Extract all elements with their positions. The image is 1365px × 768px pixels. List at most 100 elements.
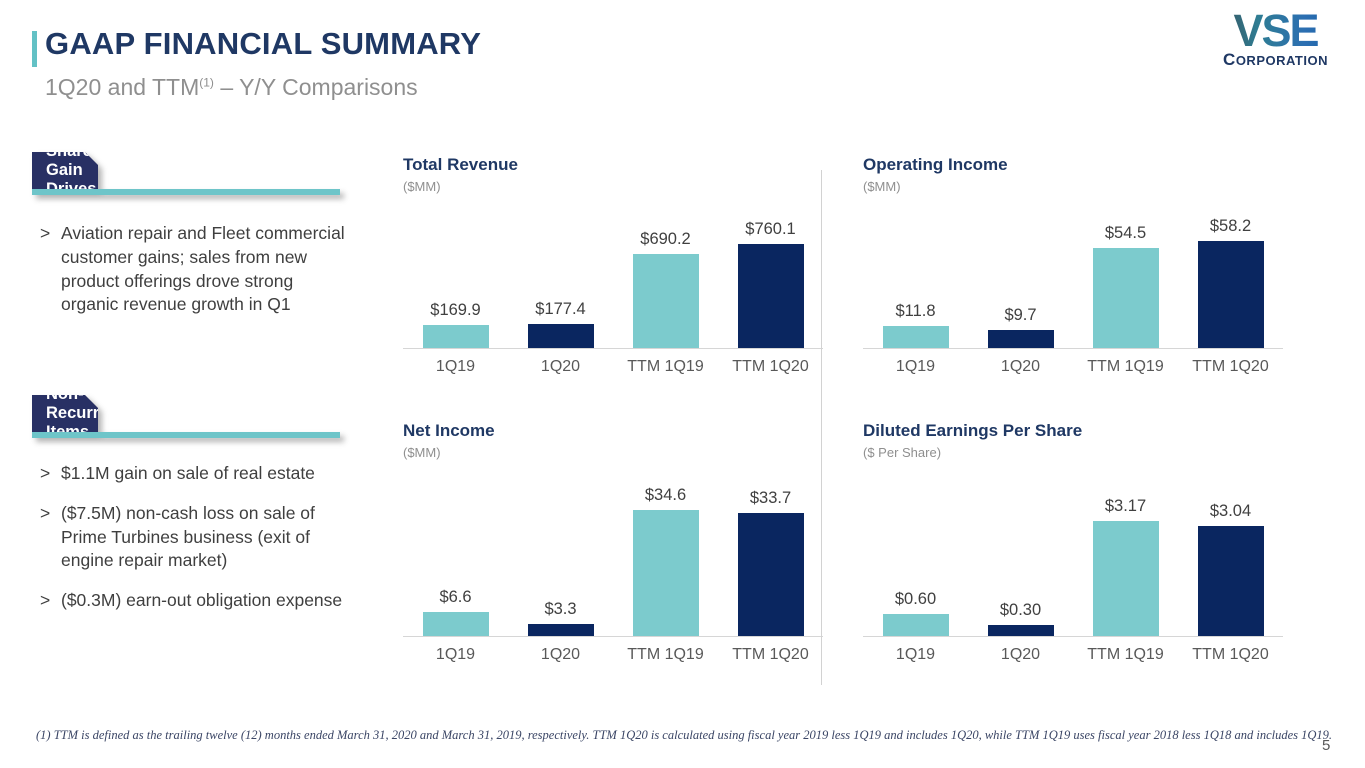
subtitle-prefix: 1Q20 and TTM	[45, 74, 200, 100]
bar-group: $169.9	[408, 301, 504, 348]
bar-value-label: $0.60	[894, 590, 937, 608]
bar	[1197, 241, 1264, 348]
category-label: 1Q19	[435, 358, 476, 375]
bar-value-label: $9.7	[1004, 306, 1037, 324]
logo-brand-text: VSE	[1203, 8, 1348, 53]
chart-column-divider	[821, 170, 822, 685]
category-label: TTM 1Q20	[732, 358, 809, 375]
category-label: 1Q19	[435, 646, 476, 663]
list-item: > ($7.5M) non-cash loss on sale of Prime…	[40, 502, 352, 573]
bullet-marker: >	[40, 463, 51, 483]
bar	[737, 244, 804, 348]
bar-group: $690.2	[618, 230, 714, 348]
bar	[632, 254, 699, 348]
chart-plot-area: $11.8 $9.7 $54.5 $58.2	[863, 200, 1283, 349]
bar	[422, 325, 489, 348]
bar-group: $34.6	[618, 486, 714, 636]
category-label: TTM 1Q19	[1087, 646, 1164, 663]
bar-group: $0.30	[973, 601, 1069, 636]
bar-group: $11.8	[868, 302, 964, 348]
bullet-text: ($0.3M) earn-out obligation expense	[61, 590, 343, 611]
sidebar-header-label: Market Share Gain Drives Growth	[46, 123, 104, 217]
list-item: > $1.1M gain on sale of real estate	[40, 462, 352, 486]
chart-operating-income: Operating Income ($MM) $11.8 $9.7 $54.5 $58…	[863, 155, 1283, 376]
category-label: TTM 1Q19	[627, 646, 704, 663]
chart-diluted-eps: Diluted Earnings Per Share ($ Per Share)…	[863, 421, 1283, 664]
bar-value-label: $11.8	[895, 302, 936, 320]
chart-title: Total Revenue	[403, 155, 518, 174]
bar-value-label: $58.2	[1209, 217, 1252, 235]
bar	[882, 614, 949, 636]
chart-unit-label: ($MM)	[403, 179, 441, 194]
bullet-text: ($7.5M) non-cash loss on sale of Prime T…	[61, 502, 315, 571]
bar-value-label: $54.5	[1104, 224, 1147, 242]
chart-title: Net Income	[403, 421, 495, 440]
chart-unit-label: ($ Per Share)	[863, 445, 942, 460]
bullet-text: $1.1M gain on sale of real estate	[61, 463, 315, 483]
bar-group: $3.04	[1183, 502, 1279, 636]
list-item: > Aviation repair and Fleet commercial c…	[40, 222, 352, 317]
company-logo: VSE CORPORATION	[1203, 8, 1348, 70]
bullet-text: Aviation repair and Fleet commercial cus…	[61, 223, 345, 315]
category-label: TTM 1Q19	[627, 358, 704, 375]
chart-category-axis: 1Q19 1Q20 TTM 1Q19 TTM 1Q20	[863, 358, 1283, 376]
chart-category-axis: 1Q19 1Q20 TTM 1Q19 TTM 1Q20	[403, 358, 823, 376]
bar-value-label: $3.3	[544, 600, 577, 618]
bar-group: $33.7	[723, 489, 819, 636]
bar-value-label: $177.4	[535, 300, 586, 318]
page-title: GAAP FINANCIAL SUMMARY	[45, 26, 482, 61]
chart-title: Operating Income	[863, 155, 1008, 174]
bar-group: $760.1	[723, 220, 819, 348]
sidebar-header-box: Non-Recurring Items	[32, 395, 98, 432]
bar-value-label: $690.2	[640, 230, 691, 248]
bar-group: $9.7	[973, 306, 1069, 348]
category-label: 1Q20	[540, 646, 581, 663]
footnote-ref: (1)	[199, 75, 214, 90]
bar-value-label: $760.1	[745, 220, 796, 238]
page-number: 5	[1322, 737, 1331, 754]
bar	[422, 612, 489, 636]
category-label: TTM 1Q19	[1087, 358, 1164, 375]
bar-value-label: $34.6	[644, 486, 687, 504]
footnote: (1) TTM is defined as the trailing twelv…	[36, 728, 1333, 742]
chart-plot-area: $6.6 $3.3 $34.6 $33.7	[403, 466, 823, 637]
bar-value-label: $3.17	[1104, 497, 1147, 515]
bar	[1092, 521, 1159, 636]
bar-group: $0.60	[868, 590, 964, 636]
bar-value-label: $169.9	[430, 301, 481, 319]
bar-value-label: $3.04	[1209, 502, 1252, 520]
sidebar-header-market-share: Market Share Gain Drives Growth	[32, 152, 340, 195]
bullet-marker: >	[40, 502, 51, 523]
bar-group: $58.2	[1183, 217, 1279, 348]
bar	[882, 326, 949, 348]
list-item: > ($0.3M) earn-out obligation expense	[40, 589, 352, 613]
bar	[987, 330, 1054, 348]
sidebar-header-underline	[32, 432, 340, 438]
bar	[1092, 248, 1159, 348]
category-label: 1Q20	[1000, 358, 1041, 375]
bullet-marker: >	[40, 590, 51, 611]
page-subtitle: 1Q20 and TTM(1) – Y/Y Comparisons	[45, 74, 418, 101]
category-label: 1Q19	[895, 646, 936, 663]
bar-group: $3.17	[1078, 497, 1174, 636]
bar	[737, 513, 804, 636]
sidebar-bullet-list-1: > Aviation repair and Fleet commercial c…	[40, 222, 352, 333]
sidebar-bullet-list-2: > $1.1M gain on sale of real estate > ($…	[40, 462, 352, 629]
chart-plot-area: $0.60 $0.30 $3.17 $3.04	[863, 466, 1283, 637]
subtitle-suffix: – Y/Y Comparisons	[213, 74, 418, 100]
bar-group: $3.3	[513, 600, 609, 636]
bar-group: $6.6	[408, 588, 504, 636]
title-accent-bar	[32, 31, 37, 67]
chart-category-axis: 1Q19 1Q20 TTM 1Q19 TTM 1Q20	[403, 646, 823, 664]
bar	[527, 624, 594, 636]
chart-net-income: Net Income ($MM) $6.6 $3.3 $34.6 $33.7 1Q19…	[403, 421, 823, 664]
category-label: 1Q20	[540, 358, 581, 375]
chart-unit-label: ($MM)	[863, 179, 901, 194]
category-label: 1Q19	[895, 358, 936, 375]
category-label: TTM 1Q20	[732, 646, 809, 663]
chart-title: Diluted Earnings Per Share	[863, 421, 1083, 440]
chart-unit-label: ($MM)	[403, 445, 441, 460]
chart-category-axis: 1Q19 1Q20 TTM 1Q19 TTM 1Q20	[863, 646, 1283, 664]
bar	[527, 324, 594, 348]
sidebar-header-non-recurring: Non-Recurring Items	[32, 395, 340, 438]
